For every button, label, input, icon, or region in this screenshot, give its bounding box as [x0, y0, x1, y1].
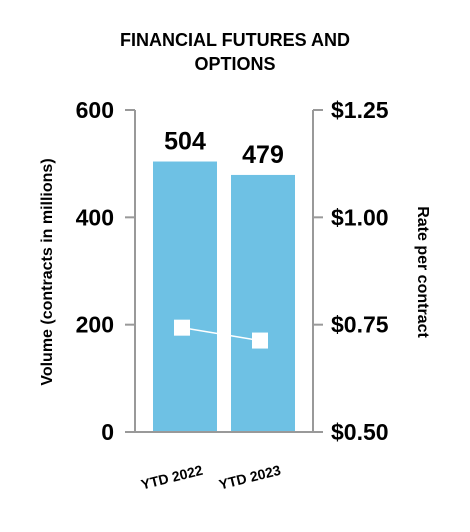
- data-labels: 504 479: [164, 128, 284, 169]
- right-tick-label-0: $0.50: [331, 419, 389, 445]
- chart-title-line-1: FINANCIAL FUTURES AND: [120, 30, 350, 50]
- right-axis-ticks: $0.50 $0.75 $1.00 $1.25: [313, 97, 389, 445]
- left-tick-label-3: 600: [76, 97, 114, 123]
- y2-axis-title: Rate per contract: [414, 206, 431, 338]
- data-label-0: 504: [164, 128, 206, 156]
- data-label-1: 479: [242, 141, 284, 169]
- right-tick-label-2: $1.00: [331, 204, 389, 230]
- bar-0: [153, 161, 217, 432]
- rate-marker-1: [252, 332, 268, 349]
- right-tick-label-3: $1.25: [331, 97, 389, 123]
- bar-series: [153, 161, 295, 433]
- chart-title-line-2: OPTIONS: [194, 54, 275, 74]
- bar-1: [231, 174, 295, 433]
- category-label-0: YTD 2022: [139, 462, 204, 493]
- rate-marker-0: [174, 319, 190, 336]
- left-axis-ticks: 0 200 400 600: [76, 97, 135, 445]
- category-label-1: YTD 2023: [217, 462, 282, 493]
- left-tick-label-2: 400: [76, 204, 114, 230]
- category-labels: YTD 2022 YTD 2023: [139, 462, 282, 493]
- right-tick-label-1: $0.75: [331, 312, 389, 338]
- rate-series: [174, 319, 268, 349]
- rate-line: [181, 326, 261, 342]
- left-tick-label-1: 200: [76, 312, 114, 338]
- y-axis-title: Volume (contracts in millions): [39, 158, 56, 385]
- left-tick-label-0: 0: [101, 419, 114, 445]
